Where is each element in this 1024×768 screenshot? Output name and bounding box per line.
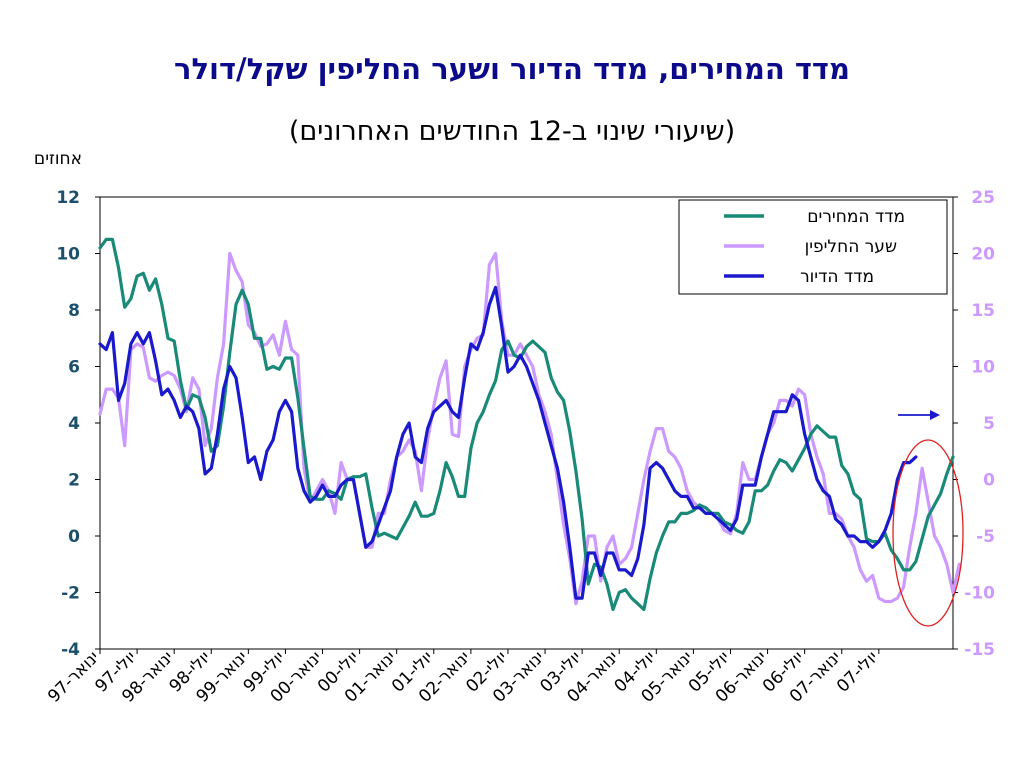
left-axis: -4 -2 0 2 4 6 8 10 12 (56, 188, 100, 660)
left-tick-label: -2 (61, 584, 80, 604)
right-tick-label: -15 (964, 640, 995, 660)
chart-subtitle: (שיעורי שינוי ב-12 החודשים האחרונים) (288, 116, 736, 147)
left-tick-label: 6 (68, 358, 80, 378)
right-tick-label: -10 (964, 584, 995, 604)
legend-label-cpi: מדד המחירים (807, 207, 905, 227)
x-tick-label: יולי-07 (833, 647, 882, 696)
exchange-rate-series-line (98, 251, 961, 606)
x-axis: ינואר-97יולי-97ינואר-98יולי-98ינואר-99יו… (44, 647, 882, 706)
legend-box (678, 199, 948, 295)
legend-label-housing: מדד הדיור (800, 267, 874, 287)
legend-label-exchange-rate: שער החליפין (805, 237, 897, 257)
legend: מדד המחירים שער החליפין מדד הדיור (678, 199, 948, 295)
right-tick-label: 0 (983, 471, 995, 491)
right-axis: -15 -10 -5 0 5 10 15 20 25 (953, 188, 995, 660)
housing-series-line (98, 285, 918, 600)
right-tick-label: 10 (971, 358, 995, 378)
left-tick-label: 4 (68, 414, 80, 434)
chart-title: מדד המחירים, מדד הדיור ושער החליפין שקל/… (174, 52, 850, 86)
left-axis-unit-label: אחוזים (34, 149, 82, 169)
right-tick-label: 20 (971, 245, 995, 265)
left-tick-label: -4 (61, 640, 80, 660)
cpi-series-line (98, 237, 955, 612)
right-tick-label: 25 (971, 188, 995, 208)
right-tick-label: 5 (983, 414, 995, 434)
right-tick-label: -5 (976, 527, 995, 547)
right-axis-arrow (898, 410, 940, 420)
right-tick-label: 15 (971, 301, 995, 321)
series-lines (98, 237, 961, 612)
left-tick-label: 12 (56, 188, 80, 208)
left-tick-label: 10 (56, 245, 80, 265)
highlight-ellipse (892, 439, 964, 627)
left-tick-label: 8 (68, 301, 80, 321)
left-tick-label: 2 (68, 471, 80, 491)
left-tick-label: 0 (68, 527, 80, 547)
